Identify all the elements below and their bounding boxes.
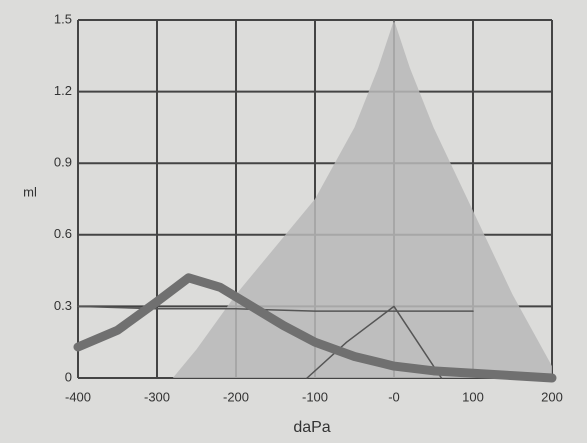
x-tick-label: -0 [388, 389, 400, 404]
curve [73, 273, 557, 383]
x-tick-label: -400 [65, 389, 91, 404]
y-tick-label: 1.2 [54, 83, 72, 98]
y-tick-label: 0.6 [54, 226, 72, 241]
y-tick-label: 1.5 [54, 11, 72, 26]
normal-range-area [172, 20, 553, 378]
x-tick-label: 100 [462, 389, 484, 404]
y-tick-label: 0.9 [54, 155, 72, 170]
y-tick-label: 0 [65, 369, 72, 384]
x-tick-label: -300 [144, 389, 170, 404]
curve [306, 305, 443, 379]
x-tick-label: -100 [302, 389, 328, 404]
y-tick-label: 0.3 [54, 298, 72, 313]
y-axis-label: ml [23, 184, 37, 199]
x-tick-label: 200 [541, 389, 563, 404]
x-tick-label: -200 [223, 389, 249, 404]
x-axis-label: daPa [293, 419, 330, 436]
